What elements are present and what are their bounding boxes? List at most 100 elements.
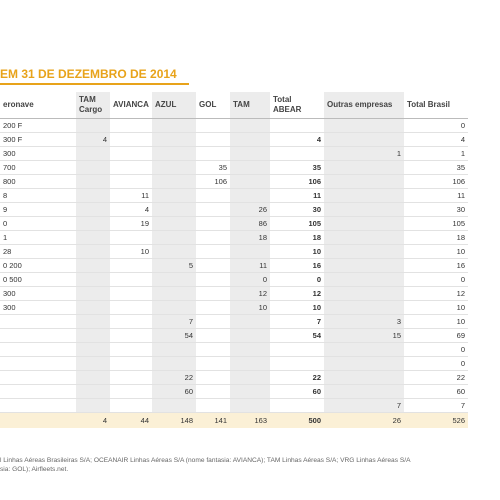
- cell-tam: 12: [230, 286, 270, 301]
- col-header-outras: Outras empresas: [324, 92, 404, 119]
- total-tam-cargo: 4: [76, 412, 110, 428]
- cell-model: 200 F: [0, 118, 76, 133]
- cell-total-brasil: 1: [404, 146, 468, 161]
- cell-gol: [196, 188, 230, 203]
- cell-azul: [152, 188, 196, 203]
- cell-avianca: [110, 398, 152, 413]
- cell-tam: 26: [230, 202, 270, 217]
- cell-total-brasil: 22: [404, 370, 468, 385]
- cell-gol: [196, 244, 230, 259]
- cell-azul: [152, 300, 196, 315]
- cell-gol: [196, 286, 230, 301]
- cell-avianca: [110, 160, 152, 175]
- cell-model: 300: [0, 146, 76, 161]
- cell-avianca: [110, 174, 152, 189]
- cell-tam: [230, 356, 270, 371]
- cell-avianca: [110, 146, 152, 161]
- table-body: 200 F 0 300 F 4 4 4 300 1 1 700 35 35 35 800 106 106 106…: [0, 118, 468, 428]
- cell-model: 300 F: [0, 132, 76, 147]
- cell-total-abear: 22: [270, 370, 324, 385]
- col-header-avianca: AVIANCA: [110, 92, 152, 119]
- cell-avianca: 4: [110, 202, 152, 217]
- cell-total-abear: [270, 356, 324, 371]
- cell-avianca: [110, 230, 152, 245]
- cell-total-abear: 54: [270, 328, 324, 343]
- cell-model: 9: [0, 202, 76, 217]
- table-row: 22 22 22: [0, 370, 468, 385]
- cell-total-brasil: 0: [404, 272, 468, 287]
- table-row: 0 500 0 0 0: [0, 272, 468, 287]
- cell-gol: 106: [196, 174, 230, 189]
- table-row: 28 10 10 10: [0, 244, 468, 259]
- table-row: 8 11 11 11: [0, 188, 468, 203]
- cell-total-abear: 11: [270, 188, 324, 203]
- cell-avianca: [110, 286, 152, 301]
- fleet-table: eronave TAM Cargo AVIANCA AZUL GOL TAM T…: [0, 92, 468, 428]
- cell-outras: [324, 356, 404, 371]
- total-avianca: 44: [110, 412, 152, 428]
- cell-model: 1: [0, 230, 76, 245]
- cell-tam: [230, 244, 270, 259]
- cell-total-brasil: 12: [404, 286, 468, 301]
- cell-tam-cargo: [76, 300, 110, 315]
- cell-avianca: [110, 356, 152, 371]
- cell-tam-cargo: [76, 202, 110, 217]
- cell-gol: [196, 258, 230, 273]
- cell-total-brasil: 10: [404, 244, 468, 259]
- cell-azul: [152, 398, 196, 413]
- cell-total-brasil: 18: [404, 230, 468, 245]
- cell-tam-cargo: [76, 118, 110, 133]
- cell-tam: [230, 174, 270, 189]
- cell-avianca: [110, 328, 152, 343]
- cell-total-brasil: 10: [404, 300, 468, 315]
- col-header-azul: AZUL: [152, 92, 196, 119]
- cell-tam-cargo: [76, 160, 110, 175]
- cell-avianca: 11: [110, 188, 152, 203]
- cell-outras: [324, 342, 404, 357]
- cell-total-abear: 18: [270, 230, 324, 245]
- cell-outras: [324, 202, 404, 217]
- cell-gol: 35: [196, 160, 230, 175]
- cell-tam: 0: [230, 272, 270, 287]
- cell-tam: [230, 132, 270, 147]
- total-total-abear: 500: [270, 412, 324, 428]
- cell-total-abear: 105: [270, 216, 324, 231]
- cell-avianca: [110, 314, 152, 329]
- cell-avianca: [110, 384, 152, 399]
- cell-avianca: 10: [110, 244, 152, 259]
- total-gol: 141: [196, 412, 230, 428]
- col-header-tam: TAM: [230, 92, 270, 119]
- cell-total-abear: 4: [270, 132, 324, 147]
- cell-azul: [152, 356, 196, 371]
- cell-azul: [152, 202, 196, 217]
- cell-total-brasil: 11: [404, 188, 468, 203]
- table-row: 300 10 10 10: [0, 300, 468, 315]
- cell-tam-cargo: [76, 174, 110, 189]
- cell-total-abear: [270, 146, 324, 161]
- table-row: 0: [0, 342, 468, 357]
- cell-azul: [152, 174, 196, 189]
- cell-tam-cargo: [76, 258, 110, 273]
- cell-outras: [324, 258, 404, 273]
- cell-model: 28: [0, 244, 76, 259]
- cell-azul: 5: [152, 258, 196, 273]
- cell-outras: [324, 188, 404, 203]
- table-row: 200 F 0: [0, 118, 468, 133]
- col-header-aeronave: eronave: [0, 92, 76, 119]
- cell-total-brasil: 60: [404, 384, 468, 399]
- col-header-gol: GOL: [196, 92, 230, 119]
- cell-model: 800: [0, 174, 76, 189]
- cell-tam: [230, 314, 270, 329]
- cell-outras: [324, 244, 404, 259]
- cell-total-abear: 16: [270, 258, 324, 273]
- cell-tam: [230, 398, 270, 413]
- footnote-line-1: l Linhas Aéreas Brasileiras S/A; OCEANAI…: [0, 457, 411, 464]
- total-outras: 26: [324, 412, 404, 428]
- cell-total-brasil: 0: [404, 118, 468, 133]
- cell-azul: [152, 160, 196, 175]
- cell-outras: [324, 132, 404, 147]
- cell-total-abear: 12: [270, 286, 324, 301]
- cell-tam: [230, 160, 270, 175]
- table-row: 0 200 5 11 16 16: [0, 258, 468, 273]
